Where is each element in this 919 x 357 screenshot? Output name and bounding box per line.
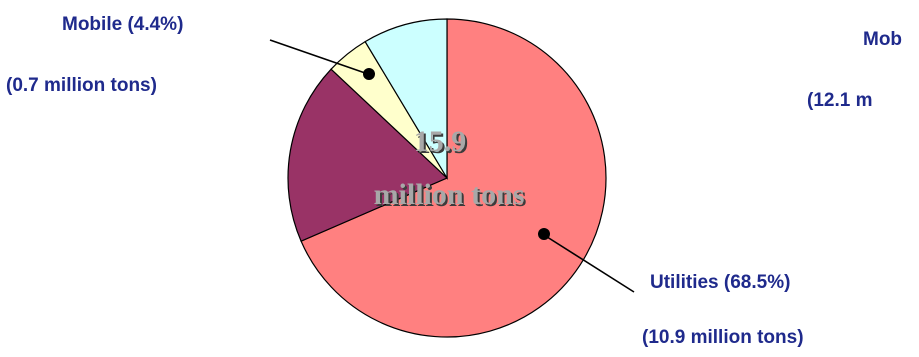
pie-slice-other-maroon [287,68,449,242]
center-label-line1-shadow: 15.9 [416,127,469,160]
mobile-sublabel: (0.7 million tons) [6,75,157,96]
partial-label-line1: Mob [863,29,902,50]
pie-slice-other-cyan [364,18,448,181]
mobile-label: Mobile (4.4%) [62,14,183,35]
center-label-line1: 15.9 [414,125,467,158]
center-label-line2-shadow: million tons [376,180,527,213]
center-label-line2: million tons [374,178,525,211]
pie-slices [287,18,607,338]
mobile-leader-dot [363,68,375,80]
leader-lines [269,39,635,293]
partial-label-line2: (12.1 m [807,90,872,111]
utilities-sublabel: (10.9 million tons) [642,327,804,348]
mobile-leader-line [269,39,369,75]
utilities-leader-dot [538,228,550,240]
utilities-leader-line [543,234,635,293]
center-label: 15.9 15.9 million tons million tons [374,125,527,213]
pie-slice-utilities [300,18,607,338]
utilities-label: Utilities (68.5%) [650,272,790,293]
